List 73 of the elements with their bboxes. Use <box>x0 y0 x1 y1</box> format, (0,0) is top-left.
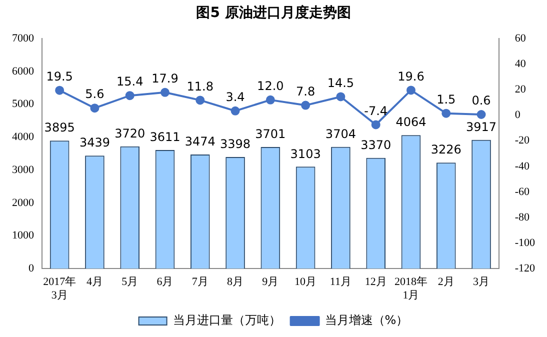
x-tick-label: 4月 <box>86 276 103 288</box>
data-label: 3895 <box>44 120 75 135</box>
point <box>442 108 451 118</box>
data-label: 7.8 <box>296 84 316 98</box>
y-tick-label: 4000 <box>12 131 34 144</box>
point <box>371 120 380 130</box>
legend-label: 当月进口量（万吨） <box>172 313 281 328</box>
y2-tick-label: -40 <box>514 160 530 172</box>
data-label: 0.6 <box>472 94 491 108</box>
data-label: 3611 <box>150 130 180 144</box>
data-label: 17.9 <box>152 72 178 86</box>
y2-tick-label: -120 <box>514 262 536 274</box>
y2-tick-label: -20 <box>514 134 530 147</box>
chart-title: 图5 原油进口月度走势图 <box>195 4 352 23</box>
legend-label: 当月增速（%） <box>324 313 408 328</box>
data-label: 15.4 <box>116 74 144 89</box>
x-tick-label: 12月 <box>364 276 387 288</box>
x-tick-label: 8月 <box>227 276 244 288</box>
point <box>476 110 486 119</box>
y2-tick-label: -80 <box>514 211 530 224</box>
point <box>160 88 170 97</box>
x-tick-label: 3月 <box>473 276 490 288</box>
point <box>336 92 346 102</box>
y-tick-label: 5000 <box>12 98 34 110</box>
data-label: 3398 <box>220 137 251 152</box>
y2-tick-label: 60 <box>514 32 526 44</box>
x-tick-label: 9月 <box>262 276 279 288</box>
point <box>196 96 205 105</box>
data-label: 3474 <box>184 134 216 149</box>
x-tick-label: 10月 <box>294 276 317 288</box>
data-label: 11.8 <box>186 79 214 94</box>
y-tick-label: 6000 <box>12 65 34 78</box>
data-label: 5.6 <box>85 87 104 102</box>
point <box>55 86 64 95</box>
point <box>406 86 416 95</box>
point <box>266 95 275 104</box>
data-label: 3917 <box>466 120 497 134</box>
data-label: 3370 <box>360 138 392 152</box>
data-label: 3226 <box>430 142 462 157</box>
y2-tick-label: -60 <box>514 186 530 198</box>
data-label: 3701 <box>255 127 286 142</box>
point <box>301 100 310 110</box>
point <box>90 104 100 113</box>
point <box>230 106 240 116</box>
data-label: 19.6 <box>398 69 424 84</box>
data-label: 3720 <box>114 126 146 140</box>
data-label: 4064 <box>396 115 426 130</box>
data-label: 1.5 <box>436 92 456 106</box>
data-label: 3704 <box>325 127 356 142</box>
data-label: 12.0 <box>257 79 284 94</box>
y-tick-label: 7000 <box>12 32 34 44</box>
y2-tick-label: -100 <box>514 236 536 249</box>
x-tick-label: 11月 <box>330 276 352 288</box>
data-label: 14.5 <box>327 76 354 90</box>
x-tick-label: 5月 <box>122 276 138 288</box>
x-tick-label: 6月 <box>156 276 174 288</box>
x-tick-label: 7月 <box>192 276 208 288</box>
data-label: 3103 <box>290 146 321 161</box>
data-label: 3439 <box>79 136 110 150</box>
x-tick-label: 2018年 1月 <box>394 276 428 302</box>
point <box>125 91 134 100</box>
data-label: 3.4 <box>226 90 245 104</box>
x-tick-label: 2017年 3月 <box>43 276 76 302</box>
data-label: -7.4 <box>364 104 388 118</box>
y-tick-label: 2000 <box>12 196 34 209</box>
y2-tick-label: 0 <box>514 109 521 122</box>
data-label: 19.5 <box>46 69 73 84</box>
y-tick-label: 3000 <box>12 164 34 176</box>
y2-tick-label: 20 <box>514 84 526 96</box>
x-tick-label: 2月 <box>438 276 454 288</box>
y2-tick-label: 40 <box>514 58 526 70</box>
y-tick-label: 0 <box>28 262 34 274</box>
y-tick-label: 1000 <box>12 230 34 242</box>
